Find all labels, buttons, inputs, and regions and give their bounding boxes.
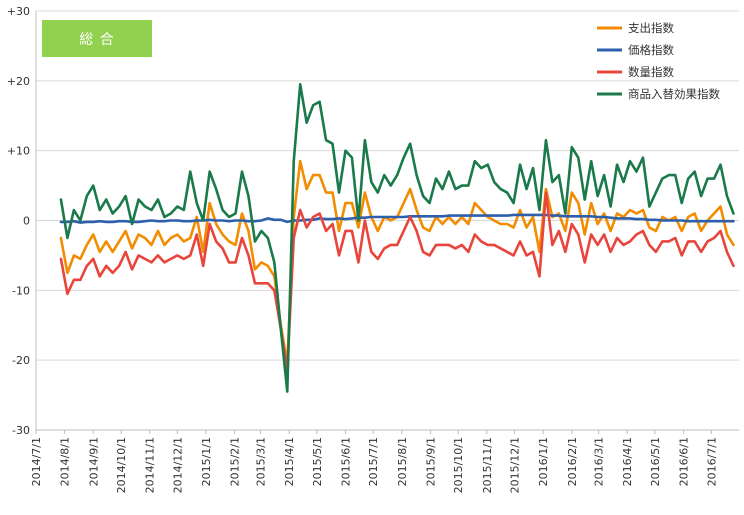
x-tick-label: 2014/7/1 [30, 437, 43, 486]
x-tick-label: 2016/4/1 [621, 437, 634, 486]
x-tick-label: 2015/3/1 [254, 437, 267, 486]
x-tick-label: 2015/6/1 [339, 437, 352, 486]
chart-title: 総 合 [79, 32, 114, 48]
x-tick-label: 2015/7/1 [367, 437, 380, 486]
axes [35, 11, 739, 431]
x-tick-label: 2016/5/1 [649, 437, 662, 486]
legend-label: 価格指数 [628, 43, 674, 57]
y-axis-tick-labels: +30 +20 +10 0 -10 -20 -30 [7, 5, 30, 437]
y-tick-label: -10 [12, 284, 30, 297]
x-tick-label: 2015/12/1 [509, 437, 522, 493]
x-tick-label: 2015/10/1 [452, 437, 465, 493]
y-tick-label: -20 [12, 354, 30, 367]
y-tick-label: 0 [23, 215, 30, 228]
x-tick-label: 2016/6/1 [678, 437, 691, 486]
y-tick-label: +10 [7, 145, 30, 158]
x-tick-label: 2015/2/1 [229, 437, 242, 486]
x-tick-label: 2015/1/1 [200, 437, 213, 486]
legend-item: 数量指数 [597, 65, 674, 79]
series-line [59, 83, 735, 393]
x-tick-label: 2014/8/1 [59, 437, 72, 486]
x-tick-label: 2016/3/1 [593, 437, 606, 486]
x-tick-label: 2014/9/1 [87, 437, 100, 486]
x-tick-label: 2014/12/1 [171, 437, 184, 493]
x-tick-label: 2015/4/1 [283, 437, 296, 486]
series-lines [59, 83, 735, 393]
legend-label: 支出指数 [628, 21, 674, 35]
legend-item: 商品入替効果指数 [597, 87, 720, 101]
series-line [59, 213, 735, 224]
y-tick-label: -30 [12, 424, 30, 437]
y-tick-label: +30 [7, 5, 30, 18]
y-tick-label: +20 [7, 75, 30, 88]
x-axis-tick-labels: 2014/7/1 2014/8/1 2014/9/1 2014/10/1 2014/11… [30, 430, 718, 493]
x-tick-label: 2015/11/1 [481, 437, 494, 493]
x-tick-label: 2016/2/1 [566, 437, 579, 486]
title-badge: 総 合 [42, 20, 152, 57]
x-tick-label: 2015/8/1 [396, 437, 409, 486]
series-line [59, 159, 735, 365]
x-tick-label: 2014/10/1 [115, 437, 128, 493]
series-line [59, 191, 735, 372]
legend-item: 支出指数 [597, 21, 674, 35]
x-tick-label: 2014/11/1 [144, 437, 157, 493]
legend-label: 商品入替効果指数 [628, 87, 720, 101]
x-tick-label: 2016/1/1 [537, 437, 550, 486]
title-badge-background [42, 20, 152, 57]
legend-item: 価格指数 [597, 43, 674, 57]
x-tick-label: 2016/7/1 [705, 437, 718, 486]
x-tick-label: 2015/9/1 [424, 437, 437, 486]
legend-label: 数量指数 [628, 65, 674, 79]
x-tick-label: 2015/5/1 [311, 437, 324, 486]
